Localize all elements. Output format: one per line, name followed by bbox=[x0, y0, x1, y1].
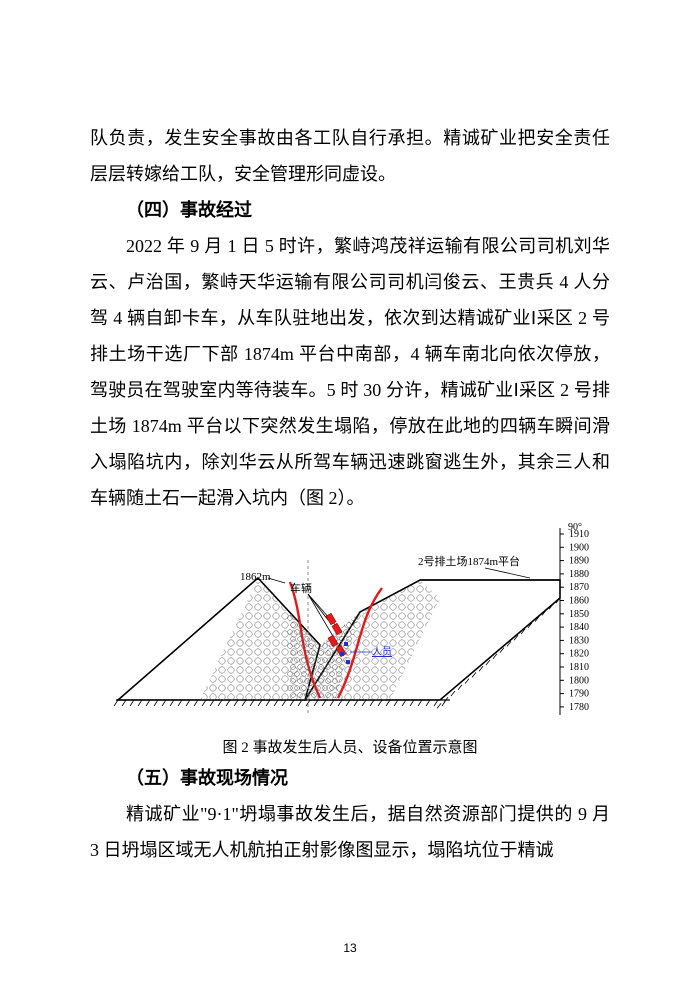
platform-label: 2号排土场1874m平台 bbox=[418, 554, 520, 568]
svg-text:1820: 1820 bbox=[569, 649, 589, 660]
svg-text:1880: 1880 bbox=[569, 569, 589, 580]
heading-4: （四）事故经过 bbox=[90, 192, 610, 228]
svg-text:1810: 1810 bbox=[569, 662, 589, 673]
paragraph-1: 队负责，发生安全事故由各工队自行承担。精诚矿业把安全责任层层转嫁给工队，安全管理… bbox=[90, 120, 610, 192]
people-label: 人员 bbox=[372, 646, 392, 658]
svg-text:1840: 1840 bbox=[569, 622, 589, 633]
svg-text:1830: 1830 bbox=[569, 635, 589, 646]
svg-text:1790: 1790 bbox=[569, 689, 589, 700]
paragraph-3: 精诚矿业"9·1"坍塌事故发生后，据自然资源部门提供的 9 月 3 日坍塌区域无… bbox=[90, 796, 610, 868]
svg-text:1800: 1800 bbox=[569, 675, 589, 686]
svg-text:1780: 1780 bbox=[569, 702, 589, 713]
svg-text:1870: 1870 bbox=[569, 582, 589, 593]
svg-text:1860: 1860 bbox=[569, 596, 589, 607]
heading-5: （五）事故现场情况 bbox=[90, 760, 610, 796]
svg-text:1900: 1900 bbox=[569, 542, 589, 553]
paragraph-2: 2022 年 9 月 1 日 5 时许，繁峙鸿茂祥运输有限公司司机刘华云、卢治国… bbox=[90, 228, 610, 516]
svg-text:1890: 1890 bbox=[569, 556, 589, 567]
angle-label: 90° bbox=[568, 522, 582, 533]
page-number: 13 bbox=[0, 941, 700, 955]
figure-2-caption: 图 2 事故发生后人员、设备位置示意图 bbox=[90, 736, 610, 760]
figure-2: 1910190018901880187018601850184018301820… bbox=[90, 520, 610, 760]
document-page: 队负责，发生安全事故由各工队自行承担。精诚矿业把安全责任层层转嫁给工队，安全管理… bbox=[0, 0, 700, 989]
vehicle-label: 车辆 bbox=[290, 581, 312, 595]
height-1862-label: 1862m bbox=[240, 571, 271, 583]
svg-text:1850: 1850 bbox=[569, 609, 589, 620]
collapse-diagram: 1910190018901880187018601850184018301820… bbox=[90, 520, 610, 730]
